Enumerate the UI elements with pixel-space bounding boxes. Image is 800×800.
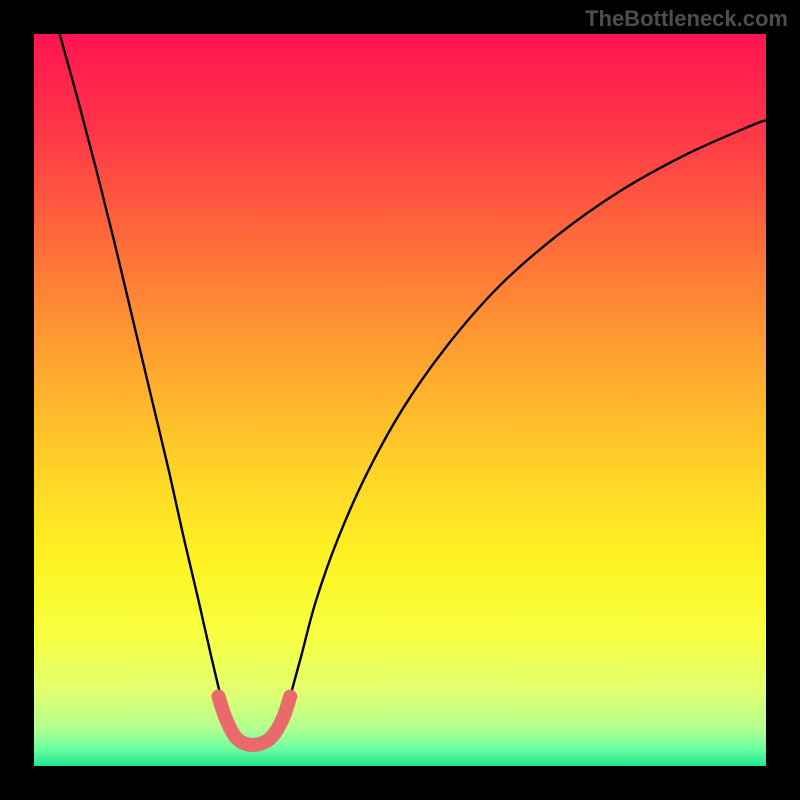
- curve-layer: [34, 34, 766, 766]
- bottom-marker: [218, 696, 290, 744]
- chart-canvas: TheBottleneck.com: [0, 0, 800, 800]
- plot-area: [34, 34, 766, 766]
- left-curve: [60, 34, 228, 722]
- watermark-text: TheBottleneck.com: [585, 6, 788, 32]
- right-curve: [283, 120, 766, 722]
